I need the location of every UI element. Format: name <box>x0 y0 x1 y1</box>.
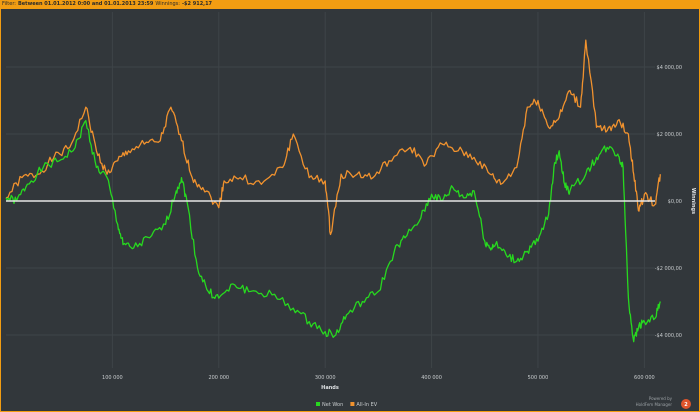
branding: Powered by HoldFem Manager 2 <box>636 396 691 409</box>
legend-entry: Net Won <box>322 402 343 408</box>
y-tick-labels: $4 000,00 $2 000,00 $0,00 -$2 000,00 -$4 000… <box>655 65 682 339</box>
x-tick-label: 500 000 <box>528 375 549 381</box>
y-axis-label: Winnings <box>690 188 696 214</box>
filter-bar: Filter: Between 01.01.2012 0:00 and 01.01… <box>0 0 700 8</box>
branding-line1: Powered by <box>649 396 673 401</box>
grid <box>6 12 655 368</box>
x-tick-label: 400 000 <box>421 375 442 381</box>
legend-swatch <box>350 402 355 406</box>
y-tick-label: $0,00 <box>668 199 682 205</box>
x-tick-label: 600 000 <box>634 375 655 381</box>
x-tick-label: 300 000 <box>315 375 336 381</box>
winnings-value: -$2 912,17 <box>181 1 213 7</box>
hm-logo-badge: 2 <box>684 402 688 408</box>
y-tick-label: -$4 000,00 <box>655 333 682 339</box>
filter-prefix: Filter: <box>2 1 16 7</box>
filter-range: Between 01.01.2012 0:00 and 01.01.2013 2… <box>17 1 154 7</box>
x-axis-label: Hands <box>321 385 339 391</box>
series-line-all-in-ev <box>5 39 661 236</box>
y-tick-label: $2 000,00 <box>657 132 682 138</box>
y-tick-label: -$2 000,00 <box>655 266 682 272</box>
branding-line2: HoldFem Manager <box>636 402 673 407</box>
x-tick-label: 200 000 <box>208 375 229 381</box>
winnings-label: Winnings: <box>155 1 180 7</box>
hm-logo-icon <box>681 399 691 409</box>
x-tick-labels: 100 000 200 000 300 000 400 000 500 000 600 0… <box>102 375 655 381</box>
legend-swatch <box>316 402 320 406</box>
x-tick-label: 100 000 <box>102 375 123 381</box>
y-tick-label: $4 000,00 <box>657 65 682 71</box>
series-line-net-won <box>5 119 661 343</box>
series-lines <box>5 39 661 343</box>
legend-entry: All-In EV <box>356 402 377 408</box>
legend: Net Won All-In EV <box>316 402 378 408</box>
